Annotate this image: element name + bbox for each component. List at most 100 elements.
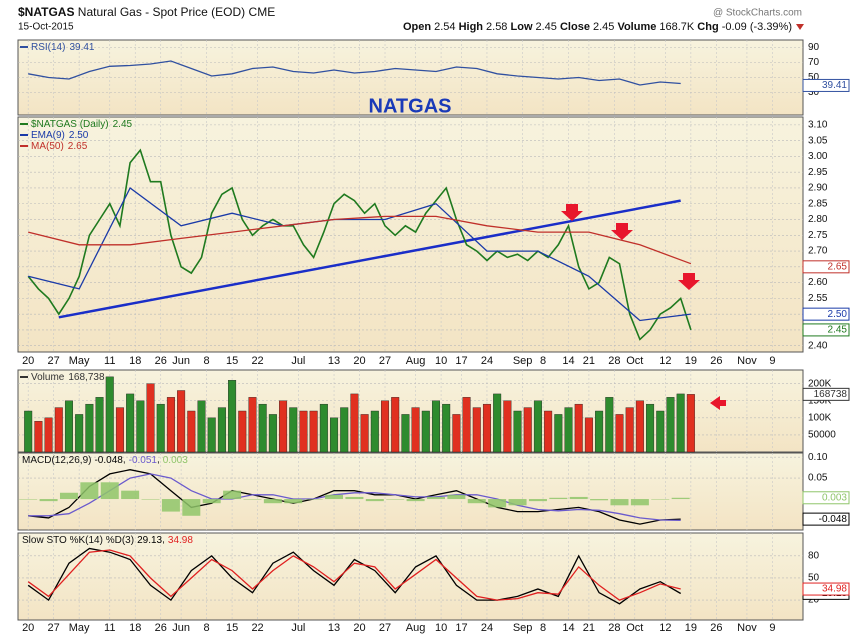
series-line [27, 549, 681, 601]
quote-label: Open [403, 21, 431, 33]
volume-bar [64, 400, 73, 453]
volume-bar [574, 403, 583, 453]
volume-bar [156, 403, 165, 453]
x-tick-label: 24 [481, 622, 493, 634]
x-tick-label: 15 [226, 355, 238, 367]
series-line [27, 148, 692, 341]
x-tick-label: Sep [513, 622, 533, 634]
volume-bar [238, 410, 247, 453]
volume-bar [421, 410, 430, 453]
volume-bar [299, 410, 308, 453]
quote-label: Low [511, 21, 533, 33]
series-line [28, 215, 692, 265]
value-tag [802, 491, 850, 505]
quote-label: Volume [617, 21, 656, 33]
histogram-bar [569, 496, 588, 500]
y-tick-label: 70 [808, 57, 820, 68]
x-tick-label: 12 [659, 622, 671, 634]
volume-bar [54, 407, 63, 453]
volume-bar [523, 407, 532, 453]
volume-bar [279, 400, 288, 453]
x-tick-label: Jul [291, 622, 305, 634]
histogram-bar [39, 499, 58, 502]
volume-bar [24, 410, 33, 453]
header-title: $NATGAS Natural Gas - Spot Price (EOD) C… [18, 5, 275, 19]
histogram-bar [345, 496, 364, 500]
x-tick-label: 18 [129, 355, 141, 367]
volume-bar [95, 397, 104, 453]
volume-bar [564, 407, 573, 453]
x-tick-label: Aug [406, 355, 426, 367]
series-line [27, 547, 682, 605]
x-tick-label: 9 [769, 355, 775, 367]
legend: Slow STO %K(14) %D(3) 29.13, 34.98 [22, 535, 193, 546]
x-tick-label: Nov [737, 622, 757, 634]
volume-bar [187, 410, 196, 453]
volume-bar [482, 403, 491, 453]
y-tick-label: 3.10 [808, 120, 828, 131]
legend-value: 168,738 [68, 372, 105, 383]
x-tick-label: 27 [48, 622, 60, 634]
volume-bar [513, 410, 522, 453]
volume-bar [635, 400, 644, 453]
x-tick-label: Jun [172, 355, 190, 367]
legend-entry: MA(50) 2.65 [31, 141, 88, 152]
x-tick-label: 10 [435, 622, 447, 634]
x-tick-label: 28 [608, 622, 620, 634]
volume-bar [503, 400, 512, 453]
volume-bar [268, 414, 277, 453]
x-tick-label: 12 [659, 355, 671, 367]
quote-value: 2.58 [486, 21, 507, 33]
x-tick-label: 20 [353, 355, 365, 367]
histogram-bar [426, 496, 445, 500]
x-tick-label: 27 [48, 355, 60, 367]
x-tick-label: 22 [251, 355, 263, 367]
legend-value: 29.13 [137, 535, 162, 546]
y-tick-label: 100K [808, 412, 832, 423]
histogram-bar [243, 499, 262, 500]
value-tag-label: 34.98 [822, 584, 847, 595]
x-tick-label: 11 [104, 355, 115, 367]
x-tick-label: 15 [226, 622, 238, 634]
volume-bar [646, 403, 655, 453]
volume-bar [126, 393, 135, 453]
y-tick-label: 150K [808, 395, 832, 406]
symbol: $NATGAS [18, 5, 74, 19]
histogram-bar [549, 497, 568, 500]
x-tick-label: 8 [540, 622, 546, 634]
volume-bar [493, 393, 502, 453]
x-tick-label: 13 [328, 622, 340, 634]
value-tag-label: 2.45 [828, 325, 848, 336]
volume-bar [401, 414, 410, 453]
x-tick-label: 13 [328, 355, 340, 367]
histogram-bar [651, 499, 670, 500]
down-arrow [678, 273, 700, 290]
volume-bar [217, 407, 226, 453]
quote: Open 2.54 High 2.58 Low 2.45 Close 2.45 Volu… [403, 21, 792, 33]
histogram-bar [590, 499, 609, 501]
y-tick-label: 0.10 [808, 452, 828, 463]
value-tag [802, 323, 850, 337]
histogram-bar [386, 499, 405, 500]
legend-value: 34.98 [168, 535, 193, 546]
value-tag [802, 307, 850, 321]
legend-entry: EMA(9) 2.50 [31, 130, 89, 141]
quote-label: High [459, 21, 484, 33]
panel-background [17, 116, 804, 353]
legend-entry: Volume 168,738 [31, 372, 105, 383]
histogram-bar [630, 499, 649, 506]
histogram-bar [528, 499, 547, 502]
volume-bar [177, 390, 186, 453]
x-tick-label: 18 [129, 622, 141, 634]
x-tick-label: 21 [583, 622, 595, 634]
x-tick-label: 17 [455, 355, 467, 367]
histogram-bar [488, 499, 507, 508]
volume-bar [75, 414, 84, 453]
volume-bar [360, 414, 369, 453]
y-tick-label: 2.75 [808, 230, 828, 241]
y-tick-label: 90 [808, 42, 820, 53]
histogram-bar [100, 482, 119, 500]
legend-entry: RSI(14) 39.41 [31, 42, 95, 53]
legend-name: RSI(14) [31, 42, 65, 53]
y-tick-label: 50 [808, 72, 820, 83]
